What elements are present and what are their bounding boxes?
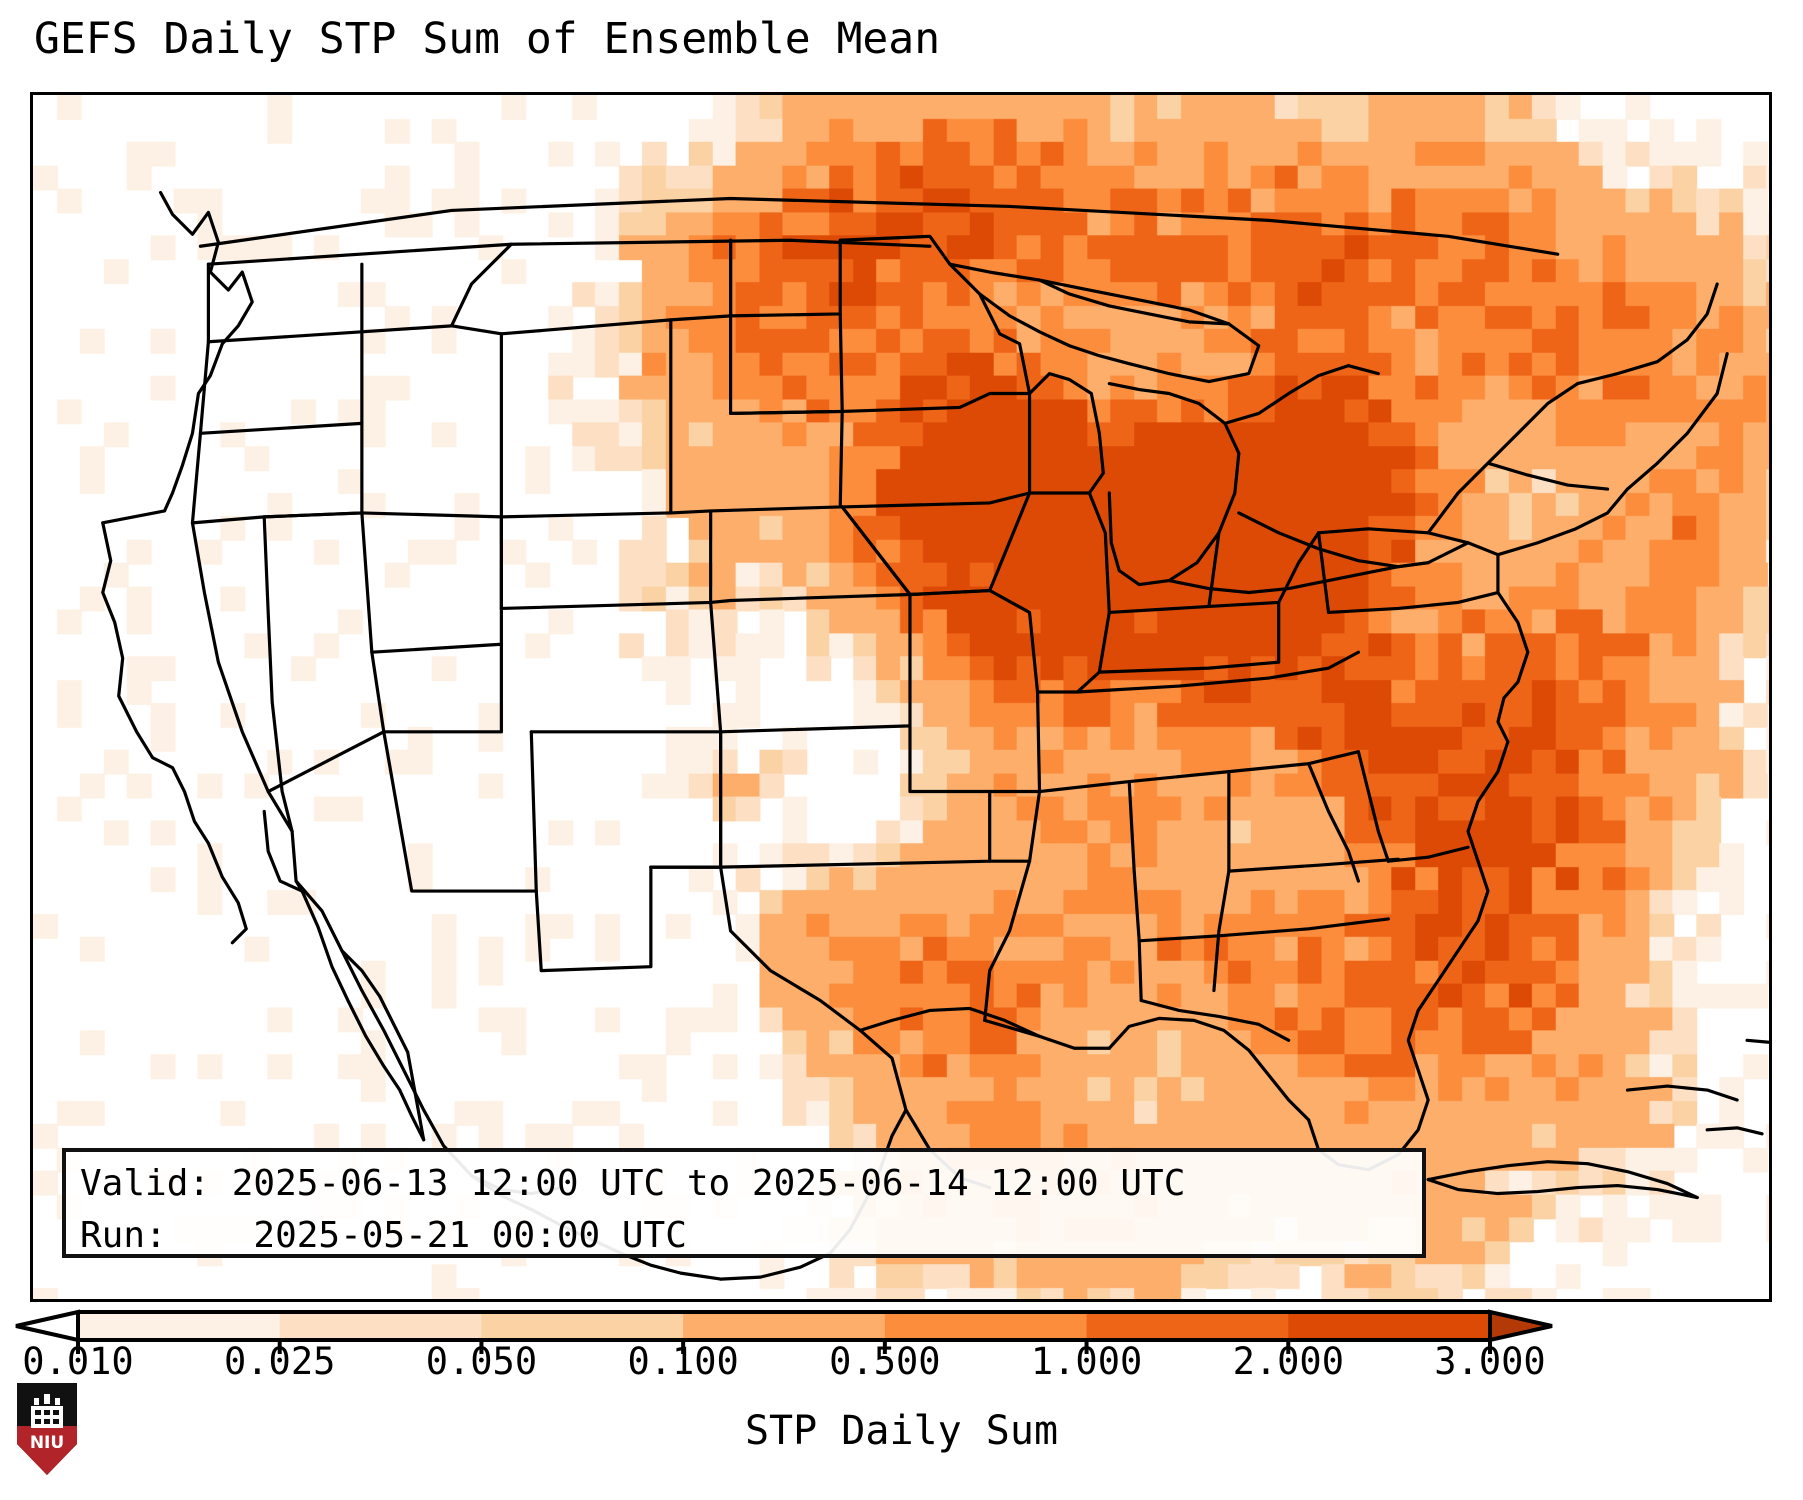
- colorbar-band-3: [683, 1312, 886, 1340]
- colorbar-tick-label-0: 0.010: [22, 1340, 134, 1383]
- colorbar-tick-label-2: 0.050: [425, 1340, 538, 1383]
- colorbar-axis-label: STP Daily Sum: [744, 1408, 1059, 1454]
- run-time-line: Run: 2025-05-21 00:00 UTC: [80, 1215, 687, 1256]
- niu-shield-logo: NIU: [17, 1383, 77, 1475]
- colorbar-tickmarks: [76, 1340, 1492, 1354]
- colorbar-tick-label-6: 2.000: [1232, 1340, 1344, 1383]
- colorbar-tick-label-3: 0.100: [627, 1340, 739, 1383]
- valid-time-line: Valid: 2025-06-13 12:00 UTC to 2025-06-1…: [80, 1163, 1186, 1204]
- colorbar-band-5: [1086, 1312, 1289, 1340]
- colorbar-band-1: [279, 1312, 483, 1340]
- colorbar[interactable]: [0, 1296, 1803, 1356]
- map-panel[interactable]: [30, 92, 1772, 1302]
- colorbar-tick-label-1: 0.025: [224, 1340, 336, 1383]
- forecast-info-box: Valid: 2025-06-13 12:00 UTC to 2025-06-1…: [62, 1148, 1426, 1258]
- stp-heatmap-grid: [33, 95, 1769, 1299]
- colorbar-bands: [78, 1312, 1491, 1340]
- colorbar-band-6: [1288, 1312, 1491, 1340]
- colorbar-band-2: [481, 1312, 684, 1340]
- colorbar-band-0: [78, 1312, 281, 1340]
- colorbar-under-arrow: [15, 1309, 80, 1343]
- page-title: GEFS Daily STP Sum of Ensemble Mean: [34, 14, 941, 64]
- colorbar-frame: [15, 1309, 1553, 1343]
- colorbar-tick-label-7: 3.000: [1434, 1340, 1546, 1383]
- colorbar-over-arrow: [1488, 1309, 1553, 1343]
- colorbar-tick-label-5: 1.000: [1030, 1340, 1143, 1383]
- colorbar-tick-label-4: 0.500: [829, 1340, 941, 1383]
- colorbar-band-4: [884, 1312, 1088, 1340]
- colorbar-tick-labels: 0.010 0.025 0.050 0.100 0.500 1.000 2.000 3.000: [0, 1340, 1803, 1390]
- niu-logo-text: NIU: [30, 1433, 64, 1453]
